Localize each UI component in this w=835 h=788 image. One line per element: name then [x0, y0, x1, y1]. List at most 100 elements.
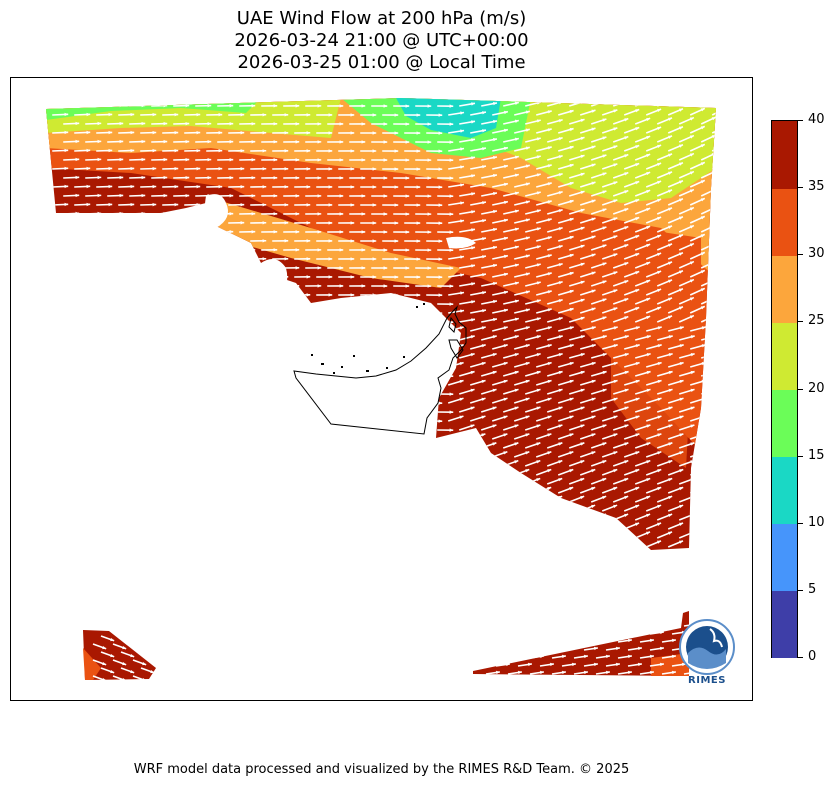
wind-arrow [579, 522, 596, 530]
wind-arrowhead [361, 104, 366, 108]
wind-arrowhead [668, 189, 673, 193]
wind-arrowhead [207, 175, 212, 180]
wind-arrowhead [569, 451, 574, 455]
wind-arrowhead [229, 158, 234, 162]
wind-arrow [723, 550, 738, 556]
wind-arrowhead [372, 311, 377, 315]
wind-arrowhead [295, 230, 300, 234]
wind-arrow [52, 221, 69, 224]
wind-arrowhead [449, 194, 454, 198]
wind-arrow [568, 549, 585, 550]
wind-arrowhead [64, 490, 69, 495]
wind-arrowhead [646, 406, 651, 410]
wind-arrowhead [405, 158, 410, 162]
wind-arrowhead [667, 549, 672, 550]
wind-arrowhead [503, 110, 508, 115]
wind-arrowhead [383, 518, 388, 522]
wind-arrow [129, 555, 145, 556]
wind-arrowhead [700, 144, 705, 148]
wind-arrowhead [130, 472, 135, 477]
wind-arrowhead [196, 346, 201, 351]
wind-arrowhead [668, 406, 673, 410]
wind-arrowhead [547, 487, 552, 491]
wind-arrowhead [361, 122, 366, 126]
wind-arrowhead [602, 280, 607, 284]
wind-arrow [689, 522, 706, 530]
wind-arrowhead [606, 638, 610, 643]
wind-arrowhead [470, 495, 475, 500]
wind-arrowhead [635, 109, 640, 113]
wind-arrowhead [251, 212, 256, 216]
wind-arrow [52, 365, 69, 368]
wind-arrowhead [350, 491, 355, 495]
wind-arrowhead [372, 545, 377, 549]
wind-arrowhead [163, 409, 168, 414]
wind-arrowhead [701, 522, 706, 526]
wind-arrowhead [503, 218, 508, 223]
wind-arrowhead [645, 549, 650, 550]
wind-arrowhead [734, 225, 738, 228]
wind-arrowhead [185, 427, 190, 432]
wind-arrowhead [657, 469, 662, 473]
wind-arrowhead [64, 256, 69, 261]
wind-arrowhead [273, 428, 278, 432]
wind-arrow [447, 433, 464, 440]
wind-arrowhead [514, 478, 519, 482]
wind-arrowhead [624, 370, 629, 375]
wind-arrowhead [459, 451, 464, 455]
wind-arrowhead [525, 326, 530, 330]
wind-arrowhead [75, 535, 80, 540]
wind-arrowhead [361, 302, 366, 306]
wind-arrowhead [460, 309, 465, 313]
wind-arrow [74, 419, 91, 422]
wind-arrow [63, 446, 80, 449]
wind-arrowhead [606, 670, 610, 675]
wind-arrowhead [668, 478, 673, 482]
wind-arrowhead [416, 293, 421, 297]
wind-arrowhead [394, 167, 399, 171]
wind-arrowhead [405, 248, 410, 252]
wind-arrowhead [306, 329, 311, 333]
wind-arrowhead [682, 662, 686, 667]
wind-arrowhead [152, 526, 157, 531]
wind-arrowhead [75, 427, 80, 432]
colorbar-segment [772, 389, 797, 457]
wind-arrowhead [251, 482, 256, 486]
colorbar-tick-label: 35 [808, 179, 825, 195]
wind-arrowhead [416, 419, 421, 423]
wind-arrowhead [624, 208, 629, 212]
wind-arrowhead [602, 226, 607, 230]
wind-arrowhead [650, 622, 654, 627]
wind-arrow [700, 370, 716, 377]
wind-arrowhead [262, 419, 267, 423]
wind-arrowhead [459, 397, 464, 401]
wind-arrowhead [569, 235, 574, 240]
wind-arrow [491, 468, 508, 476]
wind-arrowhead [723, 451, 727, 454]
wind-arrowhead [163, 139, 168, 144]
wind-arrowhead [723, 487, 727, 490]
wind-arrowhead [383, 230, 388, 234]
wind-arrowhead [150, 637, 155, 642]
wind-arrowhead [174, 436, 179, 441]
wind-arrowhead [185, 373, 190, 378]
wind-arrowhead [624, 442, 629, 446]
wind-arrowhead [306, 491, 311, 495]
wind-arrowhead [328, 293, 333, 297]
wind-arrowhead [449, 104, 454, 108]
wind-arrow [52, 527, 69, 530]
wind-arrowhead [372, 149, 377, 153]
wind-arrowhead [108, 526, 113, 531]
wind-arrowhead [734, 532, 738, 535]
wind-arrowhead [273, 194, 278, 198]
wind-arrowhead [734, 315, 738, 318]
wind-arrowhead [602, 335, 607, 339]
wind-arrowhead [492, 424, 497, 428]
wind-arrow [689, 486, 706, 494]
wind-arrowhead [734, 153, 738, 156]
wind-arrowhead [700, 162, 705, 166]
wind-arrowhead [449, 464, 454, 468]
wind-arrowhead [361, 248, 366, 252]
wind-arrowhead [734, 189, 738, 192]
wind-arrowhead [657, 344, 662, 348]
